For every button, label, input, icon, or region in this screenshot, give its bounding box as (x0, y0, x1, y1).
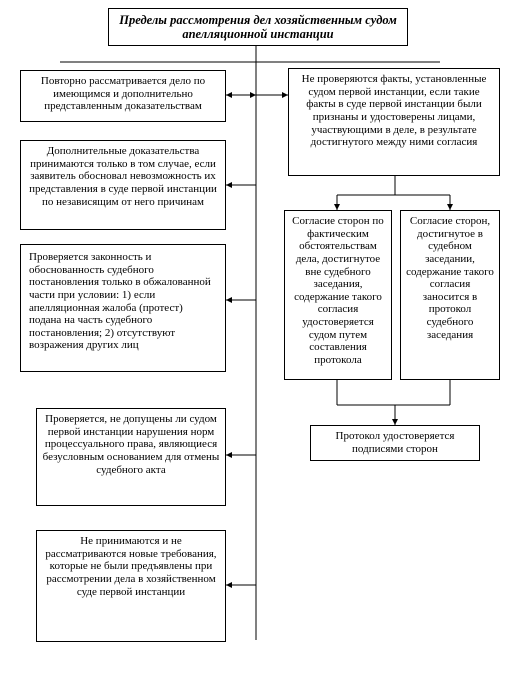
left-box-1: Повторно рассматривается дело по имеющим… (20, 70, 226, 122)
diagram-title: Пределы рассмотрения дел хозяйственным с… (108, 8, 408, 46)
left-box-5: Не принимаются и не рассматриваются новы… (36, 530, 226, 642)
right-box-1: Не проверяются факты, установленные судо… (288, 68, 500, 176)
right-box-4: Протокол удостоверяется подписями сторон (310, 425, 480, 461)
right-box-3: Согласие сторон, достигнутое в судебном … (400, 210, 500, 380)
left-box-4: Проверяется, не допущены ли судом первой… (36, 408, 226, 506)
right-box-2: Согласие сторон по фактическим обстоятел… (284, 210, 392, 380)
left-box-2: Дополнительные доказательства принимаютс… (20, 140, 226, 230)
left-box-3: Проверяется законность и обоснованность … (20, 244, 226, 372)
